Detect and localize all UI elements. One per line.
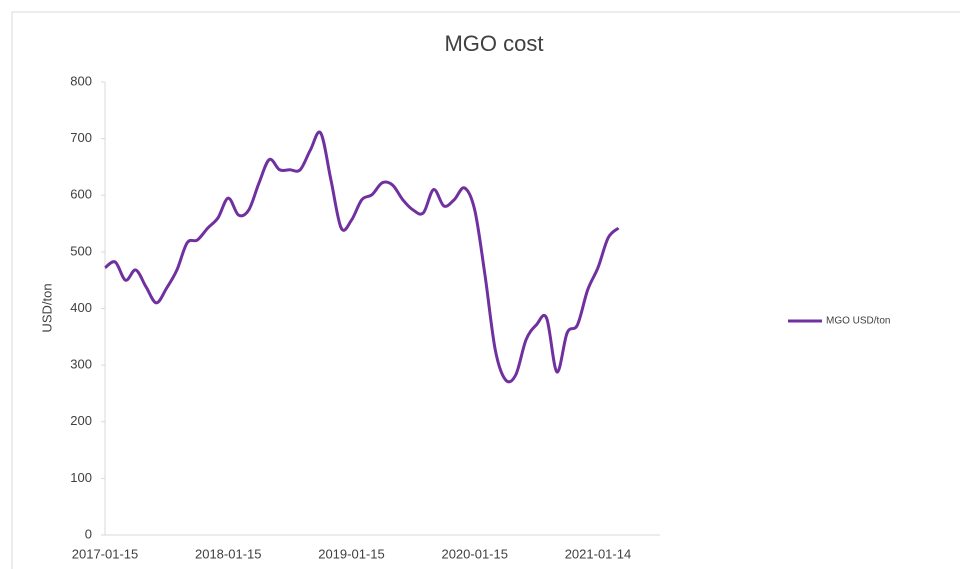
x-tick-label: 2020-01-15 — [441, 546, 508, 561]
y-tick-label: 100 — [70, 470, 92, 485]
legend-label: MGO USD/ton — [826, 316, 890, 327]
y-tick-label: 0 — [85, 526, 92, 541]
chart-border — [11, 11, 960, 569]
y-tick-label: 300 — [70, 357, 92, 372]
y-tick-label: 500 — [70, 243, 92, 258]
y-tick-label: 700 — [70, 130, 92, 145]
x-tick-label: 2018-01-15 — [195, 546, 262, 561]
x-tick-label: 2019-01-15 — [318, 546, 385, 561]
y-tick-label: 800 — [70, 73, 92, 88]
x-tick-label: 2017-01-15 — [72, 546, 139, 561]
y-axis-title: USD/ton — [39, 283, 54, 332]
y-tick-label: 200 — [70, 413, 92, 428]
x-tick-label: 2021-01-14 — [565, 546, 632, 561]
line-series — [104, 130, 620, 384]
y-tick-label: 600 — [70, 187, 92, 202]
y-tick-label: 400 — [70, 300, 92, 315]
chart-title: MGO cost — [444, 31, 543, 56]
